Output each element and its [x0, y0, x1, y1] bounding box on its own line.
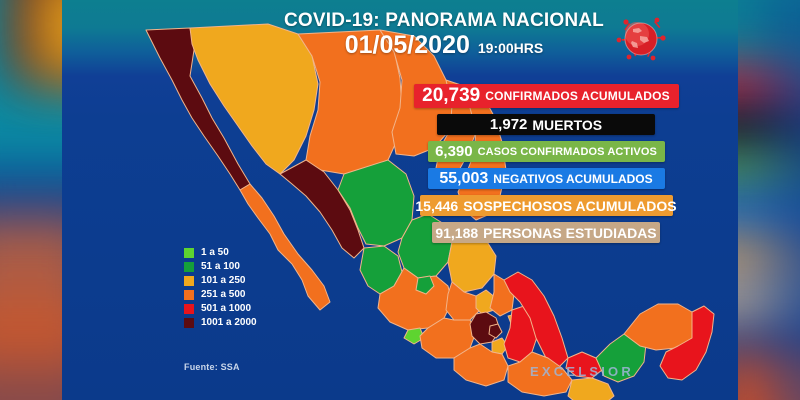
title-block: COVID-19: PANORAMA NACIONAL 01/05/2020 1…	[274, 10, 614, 59]
legend-label: 501 a 1000	[201, 303, 252, 314]
stat-personas-estudiadas: 91,188 PERSONAS ESTUDIADAS	[432, 222, 660, 243]
legend-label: 251 a 500	[201, 289, 246, 300]
state-baja-california-sur	[239, 183, 331, 311]
state-chiapas	[567, 377, 615, 400]
legend-item: 1001 a 2000	[184, 316, 257, 329]
state-veracruz	[503, 271, 569, 369]
stat-confirmados-acumulados: 20,739 CONFIRMADOS ACUMULADOS	[413, 84, 679, 108]
report-time: 19:00HRS	[477, 40, 544, 56]
state-morelos	[491, 337, 509, 355]
stat-label: NEGATIVOS ACUMULADOS	[493, 171, 653, 186]
state-tabasco	[565, 351, 603, 379]
state-campeche	[595, 331, 647, 383]
stat-value: 1,972	[489, 116, 528, 133]
legend-item: 101 a 250	[184, 274, 257, 287]
stat-label: CONFIRMADOS ACUMULADOS	[485, 89, 670, 103]
state-aguascalientes	[415, 275, 435, 295]
legend-item: 251 a 500	[184, 288, 257, 301]
stat-value: 55,003	[439, 169, 489, 187]
stat-label: SOSPECHOSOS ACUMULADOS	[463, 197, 677, 214]
legend-label: 1 a 50	[201, 247, 229, 258]
legend-label: 1001 a 2000	[201, 317, 257, 328]
state-sinaloa	[279, 159, 365, 259]
date-time-line: 01/05/2020 19:00HRS	[274, 32, 614, 59]
state-quintana-roo	[659, 305, 715, 381]
stat-value: 6,390	[435, 143, 473, 160]
legend-swatch	[184, 275, 194, 286]
stat-casos-activos: 6,390 CASOS CONFIRMADOS ACTIVOS	[427, 141, 665, 162]
page-title: COVID-19: PANORAMA NACIONAL	[284, 10, 604, 31]
state-durango	[337, 159, 415, 247]
legend-swatch	[184, 303, 194, 314]
excelsior-watermark: EXCELSIOR	[530, 364, 634, 379]
stat-value: 91,188	[435, 224, 479, 241]
state-ciudad-de-mexico	[488, 323, 503, 339]
legend-item: 501 a 1000	[184, 302, 257, 315]
legend-swatch	[184, 261, 194, 272]
legend-label: 101 a 250	[201, 275, 246, 286]
stat-muertos: 1,972 MUERTOS	[437, 114, 655, 135]
report-date: 01/05/2020	[344, 31, 470, 59]
stat-negativos-acumulados: 55,003 NEGATIVOS ACUMULADOS	[427, 168, 665, 189]
header: COVID-19: PANORAMA NACIONAL 01/05/2020 1…	[62, 6, 738, 68]
state-colima	[403, 327, 425, 345]
legend-item: 51 a 100	[184, 260, 257, 273]
infographic-artboard: COVID-19: PANORAMA NACIONAL 01/05/2020 1…	[62, 0, 738, 400]
statistics-panel: 20,739 CONFIRMADOS ACUMULADOS 1,972 MUER…	[406, 84, 686, 249]
stat-label: PERSONAS ESTUDIADAS	[483, 224, 657, 241]
stat-label: MUERTOS	[532, 116, 603, 133]
map-legend: 1 a 50 51 a 100 101 a 250 251 a 500 501 …	[184, 246, 257, 330]
legend-label: 51 a 100	[201, 261, 240, 272]
legend-swatch	[184, 289, 194, 300]
legend-swatch	[184, 247, 194, 258]
stat-value: 15,446	[415, 197, 459, 214]
stat-value: 20,739	[422, 85, 481, 106]
legend-item: 1 a 50	[184, 246, 257, 259]
virus-globe-icon	[616, 17, 666, 61]
source-note: Fuente: SSA	[184, 362, 240, 372]
legend-swatch	[184, 317, 194, 328]
stat-sospechosos-acumulados: 15,446 SOSPECHOSOS ACUMULADOS	[415, 195, 677, 216]
stat-label: CASOS CONFIRMADOS ACTIVOS	[477, 145, 657, 158]
